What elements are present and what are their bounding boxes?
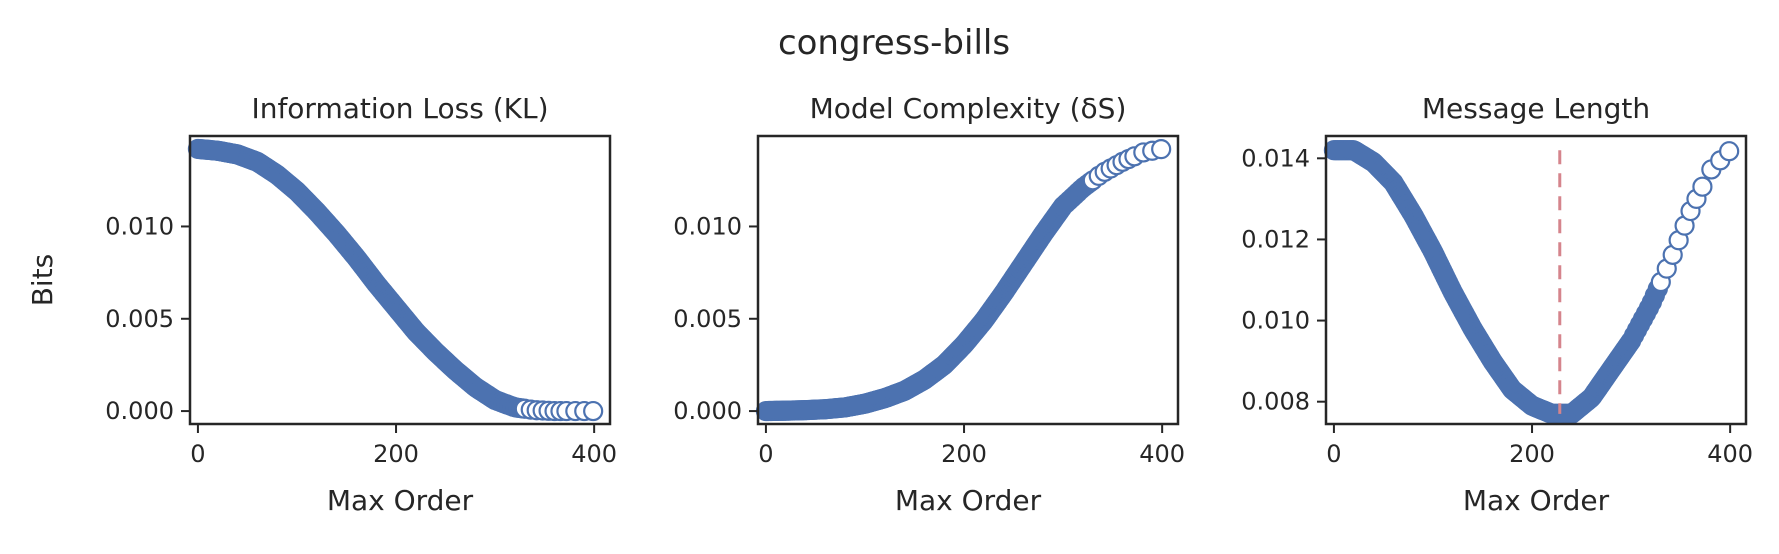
y-tick-label: 0.014 <box>1241 144 1310 172</box>
y-tick-label: 0.010 <box>673 212 742 240</box>
data-points <box>187 138 604 422</box>
data-point <box>1692 176 1713 197</box>
x-tick-label: 400 <box>1139 440 1185 468</box>
x-tick-label: 0 <box>190 440 205 468</box>
subplot-1: Information Loss (KL) 0 200 400 0.000 0.005 0.… <box>26 92 617 517</box>
axes-frame <box>756 134 1180 426</box>
x-axis-label: Max Order <box>1463 484 1610 517</box>
y-tick-label: 0.010 <box>1241 307 1310 335</box>
subplots: Information Loss (KL) 0 200 400 0.000 0.005 0.… <box>26 92 1753 517</box>
x-tick-label: 200 <box>1509 440 1555 468</box>
y-tick-label: 0.005 <box>105 305 174 333</box>
x-tick-label: 400 <box>1707 440 1753 468</box>
subplot-2: Model Complexity (δS) 0 200 400 0.000 0.005 0.… <box>673 92 1185 517</box>
y-tick-label: 0.008 <box>1241 388 1310 416</box>
y-tick-label: 0.012 <box>1241 225 1310 253</box>
y-tick-label: 0.005 <box>673 305 742 333</box>
x-axis-label: Max Order <box>327 484 474 517</box>
data-point <box>583 400 604 422</box>
y-tick-label: 0.010 <box>105 212 174 240</box>
subplot-title: Message Length <box>1422 92 1650 125</box>
data-point <box>1151 139 1172 160</box>
x-tick-label: 400 <box>571 440 617 468</box>
subplot-title: Information Loss (KL) <box>251 92 548 125</box>
x-tick-label: 200 <box>941 440 987 468</box>
y-tick-label: 0.000 <box>673 397 742 425</box>
y-axis-label: Bits <box>26 254 59 307</box>
data-points <box>755 139 1172 422</box>
x-tick-label: 200 <box>373 440 419 468</box>
subplot-title: Model Complexity (δS) <box>810 92 1127 125</box>
axes-frame <box>1324 134 1748 426</box>
x-axis-label: Max Order <box>895 484 1042 517</box>
x-tick-label: 0 <box>1326 440 1341 468</box>
figure-title: congress-bills <box>778 23 1010 63</box>
subplot-3: Message Length 0 200 400 0.008 0.010 0.012 0.01… <box>1241 92 1753 517</box>
axes-frame <box>188 134 612 426</box>
y-tick-label: 0.000 <box>105 397 174 425</box>
data-point <box>1719 141 1740 162</box>
x-tick-label: 0 <box>758 440 773 468</box>
data-points <box>1323 140 1740 424</box>
